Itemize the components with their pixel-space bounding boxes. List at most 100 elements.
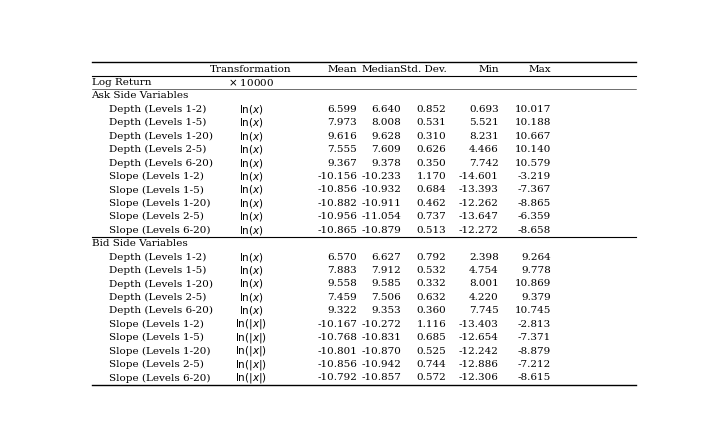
Text: 9.558: 9.558 (327, 279, 357, 289)
Text: -10.156: -10.156 (317, 172, 357, 181)
Text: $\ln(x)$: $\ln(x)$ (239, 197, 263, 210)
Text: Depth (Levels 1-5): Depth (Levels 1-5) (109, 266, 207, 275)
Text: Ask Side Variables: Ask Side Variables (92, 92, 189, 100)
Text: $\ln(x)$: $\ln(x)$ (239, 143, 263, 156)
Text: -13.647: -13.647 (459, 212, 498, 221)
Text: Depth (Levels 6-20): Depth (Levels 6-20) (109, 306, 213, 315)
Text: -3.219: -3.219 (518, 172, 551, 181)
Text: $\ln(x)$: $\ln(x)$ (239, 170, 263, 183)
Text: 0.852: 0.852 (417, 105, 447, 114)
Text: $\ln(x)$: $\ln(x)$ (239, 304, 263, 317)
Text: 0.744: 0.744 (417, 360, 447, 369)
Text: 0.685: 0.685 (417, 333, 447, 342)
Text: 0.693: 0.693 (469, 105, 498, 114)
Text: Depth (Levels 1-2): Depth (Levels 1-2) (109, 105, 207, 114)
Text: Slope (Levels 1-2): Slope (Levels 1-2) (109, 172, 204, 181)
Text: 0.532: 0.532 (417, 266, 447, 275)
Text: 10.188: 10.188 (515, 118, 551, 127)
Text: Min: Min (478, 65, 498, 74)
Text: Slope (Levels 2-5): Slope (Levels 2-5) (109, 212, 204, 221)
Text: $\ln(|x|)$: $\ln(|x|)$ (235, 317, 267, 331)
Text: 5.521: 5.521 (469, 118, 498, 127)
Text: 9.353: 9.353 (371, 307, 401, 315)
Text: $\ln(x)$: $\ln(x)$ (239, 277, 263, 290)
Text: Depth (Levels 1-2): Depth (Levels 1-2) (109, 252, 207, 262)
Text: Slope (Levels 1-20): Slope (Levels 1-20) (109, 347, 211, 356)
Text: Slope (Levels 1-20): Slope (Levels 1-20) (109, 199, 211, 208)
Text: -2.813: -2.813 (518, 320, 551, 329)
Text: 7.459: 7.459 (327, 293, 357, 302)
Text: 10.017: 10.017 (515, 105, 551, 114)
Text: $\ln(|x|)$: $\ln(|x|)$ (235, 344, 267, 358)
Text: 0.310: 0.310 (417, 132, 447, 141)
Text: -10.911: -10.911 (361, 199, 401, 208)
Text: 7.555: 7.555 (327, 145, 357, 154)
Text: 10.745: 10.745 (515, 307, 551, 315)
Text: -10.879: -10.879 (361, 226, 401, 235)
Text: 0.531: 0.531 (417, 118, 447, 127)
Text: -12.886: -12.886 (459, 360, 498, 369)
Text: -12.242: -12.242 (459, 347, 498, 356)
Text: -8.615: -8.615 (518, 374, 551, 382)
Text: -12.306: -12.306 (459, 374, 498, 382)
Text: Transformation: Transformation (210, 65, 292, 74)
Text: -10.870: -10.870 (361, 347, 401, 356)
Text: 0.737: 0.737 (417, 212, 447, 221)
Text: 0.626: 0.626 (417, 145, 447, 154)
Text: Slope (Levels 1-5): Slope (Levels 1-5) (109, 333, 204, 342)
Text: -7.367: -7.367 (518, 185, 551, 194)
Text: -6.359: -6.359 (518, 212, 551, 221)
Text: 0.332: 0.332 (417, 279, 447, 289)
Text: Mean: Mean (327, 65, 357, 74)
Text: 0.513: 0.513 (417, 226, 447, 235)
Text: 7.912: 7.912 (371, 266, 401, 275)
Text: Max: Max (528, 65, 551, 74)
Text: $\ln(x)$: $\ln(x)$ (239, 184, 263, 197)
Text: 8.231: 8.231 (469, 132, 498, 141)
Text: -10.956: -10.956 (317, 212, 357, 221)
Text: 1.170: 1.170 (417, 172, 447, 181)
Text: Depth (Levels 2-5): Depth (Levels 2-5) (109, 145, 207, 154)
Text: 6.599: 6.599 (327, 105, 357, 114)
Text: 4.466: 4.466 (469, 145, 498, 154)
Text: Slope (Levels 6-20): Slope (Levels 6-20) (109, 373, 211, 382)
Text: Log Return: Log Return (92, 78, 151, 87)
Text: Depth (Levels 1-20): Depth (Levels 1-20) (109, 132, 213, 141)
Text: 6.627: 6.627 (371, 252, 401, 262)
Text: 8.008: 8.008 (371, 118, 401, 127)
Text: -14.601: -14.601 (459, 172, 498, 181)
Text: -10.882: -10.882 (317, 199, 357, 208)
Text: 4.754: 4.754 (469, 266, 498, 275)
Text: 0.525: 0.525 (417, 347, 447, 356)
Text: -10.167: -10.167 (317, 320, 357, 329)
Text: 9.778: 9.778 (521, 266, 551, 275)
Text: Depth (Levels 1-5): Depth (Levels 1-5) (109, 118, 207, 127)
Text: $\ln(x)$: $\ln(x)$ (239, 130, 263, 143)
Text: 0.360: 0.360 (417, 307, 447, 315)
Text: -8.879: -8.879 (518, 347, 551, 356)
Text: -10.233: -10.233 (361, 172, 401, 181)
Text: 7.883: 7.883 (327, 266, 357, 275)
Text: -10.831: -10.831 (361, 333, 401, 342)
Text: -10.856: -10.856 (317, 185, 357, 194)
Text: -10.768: -10.768 (317, 333, 357, 342)
Text: 9.616: 9.616 (327, 132, 357, 141)
Text: 0.350: 0.350 (417, 159, 447, 167)
Text: -7.212: -7.212 (518, 360, 551, 369)
Text: $\ln(x)$: $\ln(x)$ (239, 251, 263, 264)
Text: 4.220: 4.220 (469, 293, 498, 302)
Text: 7.745: 7.745 (469, 307, 498, 315)
Text: 7.742: 7.742 (469, 159, 498, 167)
Text: Slope (Levels 2-5): Slope (Levels 2-5) (109, 360, 204, 369)
Text: 9.628: 9.628 (371, 132, 401, 141)
Text: 10.667: 10.667 (515, 132, 551, 141)
Text: -10.857: -10.857 (361, 374, 401, 382)
Text: -10.272: -10.272 (361, 320, 401, 329)
Text: $\ln(x)$: $\ln(x)$ (239, 291, 263, 304)
Text: $\ln(x)$: $\ln(x)$ (239, 103, 263, 116)
Text: Slope (Levels 1-2): Slope (Levels 1-2) (109, 320, 204, 329)
Text: 9.585: 9.585 (371, 279, 401, 289)
Text: 6.640: 6.640 (371, 105, 401, 114)
Text: 7.506: 7.506 (371, 293, 401, 302)
Text: $\ln(|x|)$: $\ln(|x|)$ (235, 371, 267, 385)
